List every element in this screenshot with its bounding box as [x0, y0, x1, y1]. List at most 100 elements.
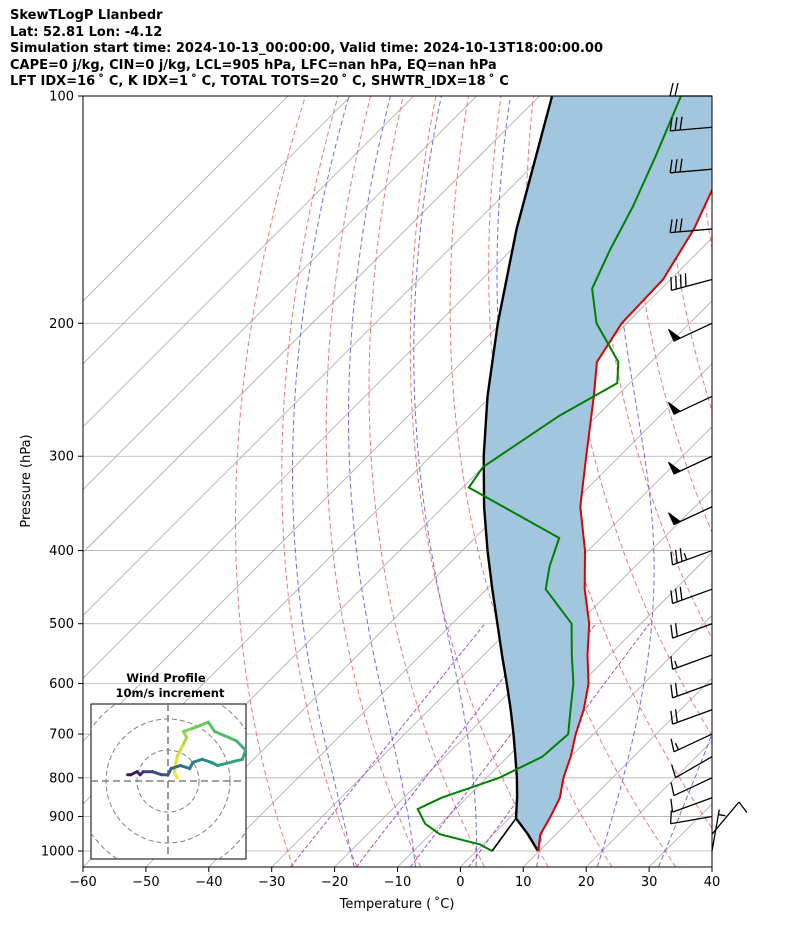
- stability-parameters: CAPE=0 j/kg, CIN=0 j/kg, LCL=905 hPa, LF…: [10, 57, 497, 73]
- y-tick-label: 700: [49, 728, 74, 743]
- hodograph-segment: [216, 757, 244, 767]
- y-tick-label: 300: [49, 450, 74, 465]
- temperature-profile: [537, 187, 712, 852]
- isotherm-line: [334, 489, 712, 867]
- sounding-profiles: [416, 96, 712, 852]
- dry-adiabat: [762, 96, 794, 867]
- wind-barb: [671, 756, 713, 779]
- mixing-ratio-lines: [290, 623, 650, 867]
- x-axis-title: Temperature ( ˚C): [339, 896, 455, 912]
- wind-barbs: [667, 82, 748, 852]
- x-tick-label: −50: [132, 875, 159, 890]
- hodograph-segment: [151, 770, 164, 777]
- isotherm-line: [271, 426, 712, 867]
- chart-title: SkewTLogP Llanbedr: [10, 8, 163, 23]
- wind-barb: [670, 654, 713, 670]
- y-tick-label: 800: [49, 771, 74, 786]
- station-location: Lat: 52.81 Lon: -4.12: [10, 24, 163, 40]
- isotherm-line: [83, 96, 414, 428]
- wind-barb: [669, 82, 712, 97]
- wind-barb: [670, 777, 713, 797]
- parcel-path: [482, 96, 554, 852]
- x-axis: −60 −50 −40 −30 −20 −10 0 10 20 30 40: [69, 867, 720, 890]
- hodograph-inset: Wind Profile 10m/s increment: [90, 671, 247, 860]
- moist-adiabat: [292, 96, 355, 867]
- x-tick-label: −30: [258, 875, 285, 890]
- x-tick-label: 40: [704, 875, 721, 890]
- dry-adiabat: [281, 96, 358, 867]
- dry-adiabat: [729, 96, 794, 867]
- index-parameters: LFT IDX=16 ˚ C, K IDX=1 ˚ C, TOTAL TOTS=…: [10, 74, 509, 89]
- wind-barb: [667, 395, 713, 415]
- moist-adiabat: [348, 96, 416, 867]
- wind-barb: [669, 810, 713, 825]
- y-tick-label: 600: [49, 677, 74, 692]
- hodograph-segment: [169, 764, 182, 771]
- wind-barb: [667, 506, 713, 526]
- hodograph-segment: [191, 757, 204, 764]
- moist-adiabat: [720, 96, 794, 867]
- isotherm-line: [83, 96, 352, 365]
- mixing-ratio-line: [355, 623, 547, 867]
- dewpoint-profile: [416, 96, 682, 852]
- wind-barb: [670, 682, 713, 699]
- hodograph-segment: [213, 729, 238, 743]
- wind-barb: [670, 623, 713, 639]
- y-axis-title: Pressure (hPa): [19, 434, 34, 527]
- x-tick-label: 0: [456, 875, 464, 890]
- wind-barb: [669, 158, 713, 174]
- y-tick-label: 400: [49, 544, 74, 559]
- mixing-ratio-line: [290, 623, 486, 867]
- isotherm-line: [460, 614, 712, 867]
- x-tick-label: −20: [321, 875, 348, 890]
- hodograph-segment: [172, 754, 179, 774]
- y-tick-label: 200: [49, 317, 74, 332]
- wind-barb: [670, 797, 713, 813]
- wind-barb: [670, 586, 713, 605]
- cin-cape-shading: [483, 96, 712, 851]
- wind-barb: [711, 809, 726, 852]
- moist-adiabat: [413, 96, 477, 867]
- moist-adiabat: [658, 732, 712, 867]
- hodograph-segment: [178, 764, 192, 771]
- wind-barb: [669, 218, 713, 234]
- hodograph-segment: [191, 720, 210, 730]
- hodograph-subtitle: 10m/s increment: [116, 686, 225, 700]
- y-axis: 1000 900 800 700 600 500 400 300 200 100: [41, 90, 83, 860]
- dry-adiabat: [663, 96, 712, 412]
- isotherm-line: [83, 96, 289, 302]
- isotherm-line: [83, 96, 603, 616]
- cin-shaded-area: [483, 96, 712, 851]
- isotherm-line: [83, 96, 477, 491]
- hodograph-segment: [175, 742, 185, 758]
- dry-adiabat: [368, 96, 485, 867]
- wind-barb: [670, 733, 713, 753]
- hodograph-segment: [206, 720, 216, 733]
- hodograph-segment: [234, 739, 246, 752]
- x-tick-label: 20: [578, 875, 595, 890]
- hodograph-segment: [200, 757, 213, 764]
- x-tick-label: −40: [195, 875, 222, 890]
- wind-barb: [670, 709, 713, 725]
- wind-barb: [711, 801, 748, 835]
- wind-barb: [670, 548, 713, 566]
- lcl-connector: [491, 817, 517, 852]
- x-tick-label: 10: [515, 875, 532, 890]
- x-tick-label: −10: [384, 875, 411, 890]
- wind-barb: [667, 455, 713, 475]
- y-tick-label: 500: [49, 617, 74, 632]
- chart-header: SkewTLogP Llanbedr Lat: 52.81 Lon: -4.12…: [10, 8, 603, 91]
- dry-adiabat: [695, 96, 712, 252]
- wind-barb: [667, 322, 713, 342]
- isotherm-line: [208, 363, 712, 867]
- hodograph-plot: [91, 704, 246, 859]
- y-tick-label: 100: [49, 90, 74, 105]
- moist-adiabat: [596, 96, 655, 867]
- x-tick-label: 30: [641, 875, 658, 890]
- isotherm-line: [711, 866, 712, 867]
- dry-adiabat: [235, 96, 306, 867]
- x-tick-label: −60: [69, 875, 96, 890]
- isotherm-line: [523, 677, 712, 867]
- y-tick-label: 900: [49, 810, 74, 825]
